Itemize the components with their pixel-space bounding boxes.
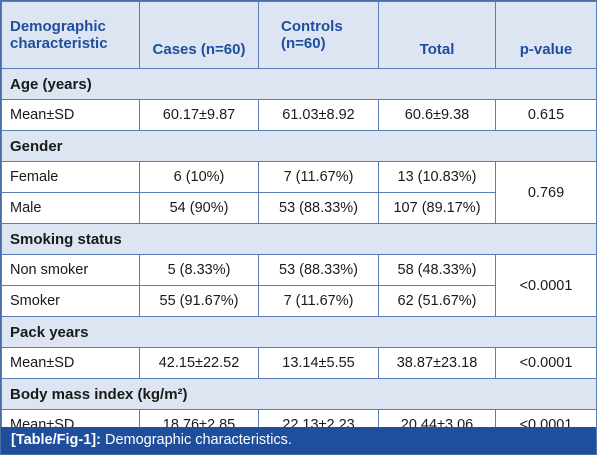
total-cell: 107 (89.17%) <box>378 192 496 224</box>
row-label: Smoker <box>1 285 140 317</box>
row-label: Female <box>1 161 140 193</box>
cases-cell: 6 (10%) <box>139 161 259 193</box>
row-label: Male <box>1 192 140 224</box>
section-title: Age (years) <box>1 68 597 100</box>
cases-cell: 42.15±22.52 <box>139 347 259 379</box>
p-value-cell: 0.615 <box>495 99 597 131</box>
controls-cell: 13.14±5.55 <box>258 347 379 379</box>
header-p-value: p-value <box>495 1 597 69</box>
section-row: Age (years) <box>1 68 597 100</box>
cases-cell: 5 (8.33%) <box>139 254 259 286</box>
controls-cell: 61.03±8.92 <box>258 99 379 131</box>
cases-cell: 54 (90%) <box>139 192 259 224</box>
table-caption: [Table/Fig-1]: Demographic characteristi… <box>1 427 596 454</box>
total-cell: 60.6±9.38 <box>378 99 496 131</box>
row-label: Mean±SD <box>1 347 140 379</box>
caption-ref: [Table/Fig-1]: <box>11 432 101 448</box>
total-cell: 13 (10.83%) <box>378 161 496 193</box>
controls-cell: 7 (11.67%) <box>258 285 379 317</box>
table-row: Mean±SD 42.15±22.52 13.14±5.55 38.87±23.… <box>1 347 597 379</box>
header-characteristic: Demographic characteristic <box>1 1 140 69</box>
section-title: Gender <box>1 130 597 162</box>
table-row: Mean±SD 60.17±9.87 61.03±8.92 60.6±9.38 … <box>1 99 597 131</box>
total-cell: 62 (51.67%) <box>378 285 496 317</box>
total-cell: 58 (48.33%) <box>378 254 496 286</box>
controls-cell: 53 (88.33%) <box>258 192 379 224</box>
p-value-cell: <0.0001 <box>495 347 597 379</box>
p-value-cell: 0.769 <box>495 161 597 224</box>
table-row: Male 54 (90%) 53 (88.33%) 107 (89.17%) <box>1 192 597 224</box>
section-row: Smoking status <box>1 223 597 255</box>
controls-cell: 7 (11.67%) <box>258 161 379 193</box>
section-row: Gender <box>1 130 597 162</box>
total-cell: 38.87±23.18 <box>378 347 496 379</box>
section-title: Smoking status <box>1 223 597 255</box>
section-row: Body mass index (kg/m²) <box>1 378 597 410</box>
cases-cell: 55 (91.67%) <box>139 285 259 317</box>
table-row: Smoker 55 (91.67%) 7 (11.67%) 62 (51.67%… <box>1 285 597 317</box>
cases-cell: 60.17±9.87 <box>139 99 259 131</box>
row-label: Mean±SD <box>1 99 140 131</box>
section-title: Body mass index (kg/m²) <box>1 378 597 410</box>
caption-text: Demographic characteristics. <box>100 432 292 448</box>
demographic-table: Demographic characteristic Cases (n=60) … <box>1 1 597 441</box>
table-row: Female 6 (10%) 7 (11.67%) 13 (10.83%) 0.… <box>1 161 597 224</box>
section-row: Pack years <box>1 316 597 348</box>
header-row: Demographic characteristic Cases (n=60) … <box>1 1 597 69</box>
table-row: Non smoker 5 (8.33%) 53 (88.33%) 58 (48.… <box>1 254 597 317</box>
controls-cell: 53 (88.33%) <box>258 254 379 286</box>
section-title: Pack years <box>1 316 597 348</box>
header-controls: Controls (n=60) <box>258 1 379 69</box>
header-total: Total <box>378 1 496 69</box>
header-cases: Cases (n=60) <box>139 1 259 69</box>
row-label: Non smoker <box>1 254 140 286</box>
p-value-cell: <0.0001 <box>495 254 597 317</box>
